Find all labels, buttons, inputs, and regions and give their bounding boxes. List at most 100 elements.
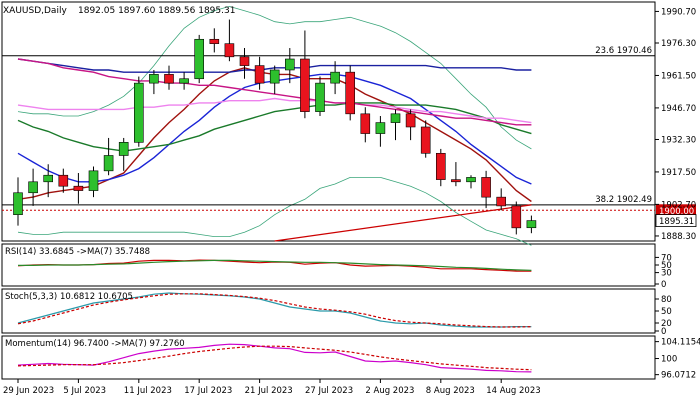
candle-body [103,155,114,172]
indicator-tick-label: 100 [661,355,677,365]
candle [58,168,69,193]
candle [134,76,144,147]
candle-body [451,179,461,183]
candle [118,137,129,171]
indicator-label: Momentum(14) 96.7400 ->MA(7) 97.2760 [5,339,185,349]
candle [179,72,189,90]
level-price-tag [656,204,696,217]
candle [103,137,114,176]
level-label: 38.2 1902.49 [595,195,652,205]
candle-body [511,205,522,229]
indicator-tick-label: 104.1154 [661,338,700,348]
candle-body [315,82,325,112]
candle-body [194,38,204,80]
candle-body [330,71,340,84]
candle-body [300,58,310,112]
candle-body [526,220,537,229]
candle-body [405,113,416,128]
indicator-tick-label: 20 [661,319,672,329]
indicator-series-line [18,259,532,271]
candle [13,177,23,226]
price-tick-label: 1946.70 [661,104,696,114]
candle [254,56,265,90]
indicator-series-line [17,345,532,371]
candle [345,65,356,121]
price-tick-label: 1902.70 [661,200,696,210]
candle-body [435,152,446,180]
candle-body [224,43,235,58]
candle [360,107,371,143]
indicator-label: RSI(14) 33.6845 ->MA(7) 35.7488 [5,247,150,257]
moving-average-line [17,58,532,126]
indicator-tick-label: 80 [661,295,672,305]
level-label: 23.6 1970.46 [595,46,652,56]
candle-body [149,74,159,84]
date-tick-label: 17 Jul 2023 [184,386,232,396]
candle [511,201,522,235]
candle-body [28,181,38,194]
indicator-tick-label: 70 [661,253,672,263]
indicator-series-line [17,293,532,328]
indicator-tick-label: 0 [661,327,666,337]
candle [73,173,84,204]
trendline [274,204,532,242]
candle-body [360,113,371,134]
indicator-tick-label: 50 [661,261,672,271]
candle-body [88,170,99,191]
date-tick-label: 5 Jul 2023 [63,386,106,396]
indicator-tick-label: 96.0712 [661,371,696,381]
candle [88,166,99,198]
indicator-panel-frame [1,335,656,380]
candle [375,116,386,147]
candle-body [164,74,174,84]
candle [315,76,325,117]
ohlc-header: 1892.05 1897.60 1889.56 1895.31 [78,6,235,16]
current-price-tag [655,214,697,227]
fib-levels: 23.6 1970.46 38.2 1902.49 1900.00 [2,46,696,242]
candle [28,168,38,206]
candle-body [481,177,491,198]
current-price-label: 1895.31 [659,217,694,227]
candle-body [390,113,401,123]
candle [526,215,537,234]
candle-body [73,185,84,191]
candle-body [13,192,23,215]
candle [481,170,491,209]
candle [390,109,401,141]
candle [300,30,310,119]
candle-body [58,174,69,187]
indicator-panel: 104.1154 100 96.0712 Momentum(14) 96.7400 -… [5,338,700,381]
date-tick-label: 21 Jul 2023 [245,386,293,396]
date-tick-label: 2 Aug 2023 [365,386,414,396]
candle [330,61,340,95]
candle-body [239,56,250,66]
candle [194,34,204,84]
candle-body [134,82,144,143]
indicator-series-line [17,343,532,373]
candle [284,48,295,84]
candle [209,28,220,53]
date-tick-label: 11 Jul 2023 [124,386,172,396]
indicator-label: Stoch(5,3,3) 10.6812 10.6705 [5,292,133,302]
candle-body [254,65,265,84]
indicator-panel: 80 50 200 Stoch(5,3,3) 10.6812 10.6705 [5,292,672,337]
candle [405,109,416,141]
candle-body [118,142,129,156]
candle [420,120,431,158]
date-tick-label: 27 Jul 2023 [305,386,353,396]
price-tick-label: 1976.30 [661,39,696,49]
candle [435,148,446,187]
date-tick-label: 14 Aug 2023 [486,386,540,396]
candle [269,65,280,95]
date-tick-label: 29 Jun 2023 [3,386,54,396]
indicator-tick-label: 0 [661,280,666,290]
date-tick-label: 8 Aug 2023 [426,386,475,396]
main-panel-frame [1,1,656,242]
candle [149,69,159,95]
candle-body [496,196,507,207]
level-price-tag-label: 1900.00 [659,207,694,217]
indicator-tick-label: 50 [661,307,672,317]
price-tick-label: 1932.30 [661,135,696,145]
